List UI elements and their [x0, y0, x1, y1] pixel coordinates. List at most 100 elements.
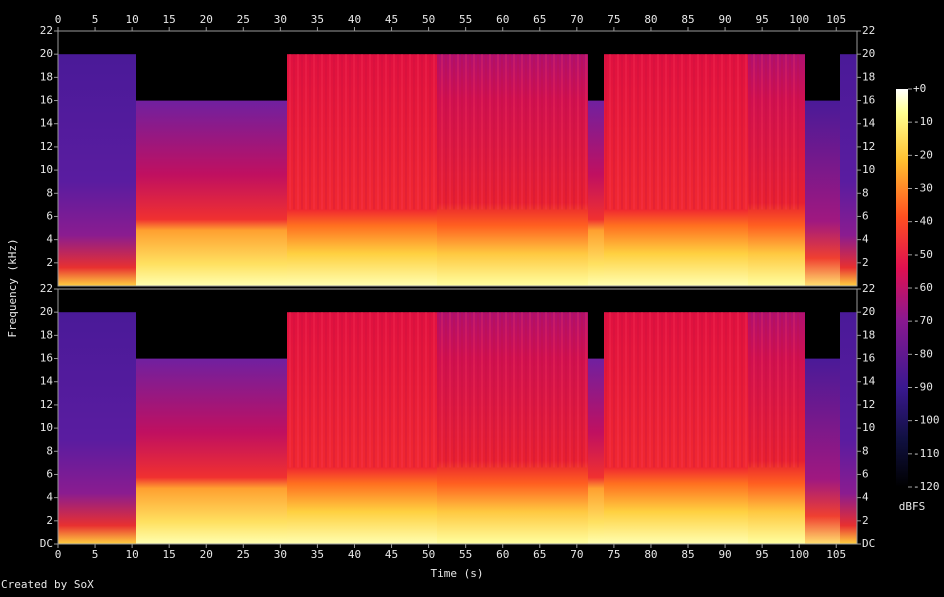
spectrum-block — [437, 54, 588, 286]
y-tick-label: 12 — [40, 140, 53, 153]
colorbar-tick-label: -30 — [913, 182, 933, 195]
x-tick-label: 10 — [125, 548, 138, 561]
x-tick-label: 0 — [55, 13, 62, 26]
x-tick-label: 60 — [496, 13, 509, 26]
colorbar-tick-label: -60 — [913, 281, 933, 294]
spectrum-block — [840, 54, 857, 286]
y-tick-label: 18 — [862, 328, 875, 341]
y-tick-label: 8 — [862, 186, 869, 199]
x-tick-label: 80 — [644, 548, 657, 561]
spectrum-block — [136, 358, 287, 544]
plot-frame — [57, 288, 858, 545]
y-tick-label: 4 — [46, 491, 53, 504]
spectrum-block — [748, 312, 805, 544]
spectrum-block — [662, 54, 748, 286]
x-tick-label: 75 — [607, 13, 620, 26]
plot-frame — [57, 30, 858, 287]
y-tick-label: 14 — [862, 375, 876, 388]
y-tick-label: 12 — [862, 398, 875, 411]
spectrum-block — [662, 312, 748, 544]
colorbar-tick-label: -70 — [913, 314, 933, 327]
x-tick-label: 65 — [533, 548, 546, 561]
x-tick-label: 105 — [826, 548, 846, 561]
spectrum-block — [588, 100, 604, 287]
y-tick-label: 20 — [862, 47, 875, 60]
spectrum-block — [58, 54, 136, 286]
colorbar-tick-label: -40 — [913, 215, 933, 228]
y-tick-label: 2 — [46, 256, 53, 269]
x-tick-label: 20 — [200, 13, 213, 26]
y-tick-label: DC — [862, 537, 875, 550]
y-tick-label: 12 — [40, 398, 53, 411]
x-tick-label: 40 — [348, 13, 361, 26]
x-tick-label: 15 — [163, 548, 176, 561]
x-tick-label: 100 — [789, 548, 809, 561]
x-tick-label: 25 — [237, 548, 250, 561]
x-tick-label: 10 — [125, 13, 138, 26]
y-axis-label: Frequency (kHz) — [6, 238, 19, 337]
colorbar-tick-label: -90 — [913, 381, 933, 394]
x-tick-label: 100 — [789, 13, 809, 26]
x-tick-label: 35 — [311, 548, 324, 561]
y-tick-label: 4 — [46, 233, 53, 246]
colorbar-tick-label: -10 — [913, 115, 933, 128]
y-tick-label: 10 — [862, 421, 875, 434]
y-tick-label: 14 — [40, 375, 54, 388]
x-tick-label: 105 — [826, 13, 846, 26]
x-tick-label: 40 — [348, 548, 361, 561]
x-axis-label: Time (s) — [431, 567, 484, 580]
colorbar-tick-label: -120 — [913, 480, 940, 493]
colorbar — [896, 89, 908, 487]
spectrum-block — [604, 54, 662, 286]
x-tick-label: 75 — [607, 548, 620, 561]
y-tick-label: 22 — [862, 282, 875, 295]
x-tick-label: 55 — [459, 13, 472, 26]
x-tick-label: 60 — [496, 548, 509, 561]
y-tick-label: 2 — [46, 514, 53, 527]
x-tick-label: 35 — [311, 13, 324, 26]
spectrum-block — [588, 358, 604, 544]
colorbar-label: dBFS — [899, 500, 926, 513]
x-tick-label: 20 — [200, 548, 213, 561]
x-tick-label: 0 — [55, 548, 62, 561]
credit: Created by SoX — [1, 578, 94, 591]
x-tick-label: 85 — [681, 13, 694, 26]
x-tick-label: 80 — [644, 13, 657, 26]
colorbar-tick-label: -20 — [913, 148, 933, 161]
x-tick-label: 5 — [92, 548, 99, 561]
y-tick-label: 16 — [40, 352, 53, 365]
x-tick-label: 50 — [422, 13, 435, 26]
y-tick-label: 22 — [40, 24, 53, 37]
spectrum-block — [136, 100, 287, 287]
x-tick-label: 15 — [163, 13, 176, 26]
x-tick-label: 90 — [718, 13, 731, 26]
x-tick-label: 85 — [681, 548, 694, 561]
x-tick-label: 45 — [385, 548, 398, 561]
y-tick-label: 4 — [862, 233, 869, 246]
y-tick-label: 16 — [40, 94, 53, 107]
x-tick-label: 45 — [385, 13, 398, 26]
y-tick-label: 10 — [862, 163, 875, 176]
spectrum-block — [840, 312, 857, 544]
x-tick-label: 90 — [718, 548, 731, 561]
spectrum-block — [287, 312, 437, 544]
spectrum-block — [58, 312, 136, 544]
y-tick-label: 22 — [862, 24, 875, 37]
x-tick-label: 65 — [533, 13, 546, 26]
y-tick-label: 2 — [862, 514, 869, 527]
spectrum-block — [748, 54, 805, 286]
y-tick-label: 20 — [40, 47, 53, 60]
y-tick-label: 18 — [40, 70, 53, 83]
spectrogram-images — [58, 31, 857, 544]
spectrum-block — [805, 100, 840, 287]
spectrum-block — [805, 358, 840, 544]
x-tick-label: 70 — [570, 13, 583, 26]
x-tick-label: 25 — [237, 13, 250, 26]
y-tick-label: DC — [40, 537, 53, 550]
y-tick-label: 18 — [862, 70, 875, 83]
y-tick-label: 16 — [862, 352, 875, 365]
colorbar-tick-label: -80 — [913, 347, 933, 360]
y-tick-label: 8 — [46, 186, 53, 199]
colorbar-tick-label: -50 — [913, 248, 933, 261]
colorbar-tick-label: -100 — [913, 414, 940, 427]
